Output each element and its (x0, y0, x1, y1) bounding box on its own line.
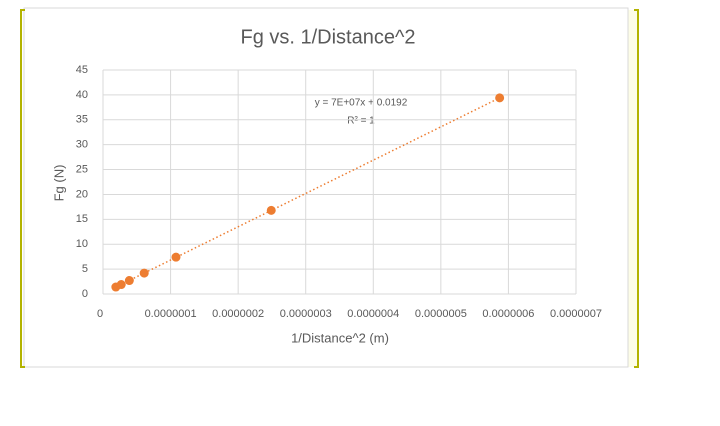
y-tick-label: 15 (76, 213, 88, 225)
x-axis-label: 1/Distance^2 (m) (291, 330, 389, 345)
y-axis-label: Fg (N) (51, 165, 66, 202)
x-tick-label: 0.0000003 (280, 308, 332, 320)
x-tick-label: 0.0000004 (347, 308, 399, 320)
x-tick-label: 0 (97, 308, 103, 320)
y-tick-label: 40 (76, 89, 88, 101)
x-tick-label: 0.0000005 (415, 308, 467, 320)
y-tick-label: 20 (76, 188, 88, 200)
trendline-equation: y = 7E+07x + 0.0192 (315, 98, 408, 109)
data-point (139, 268, 149, 278)
y-tick-label: 25 (76, 163, 88, 175)
y-tick-label: 0 (82, 288, 88, 300)
chart-title: Fg vs. 1/Distance^2 (240, 26, 415, 48)
r-squared: R² = 1 (347, 116, 375, 127)
data-point (171, 252, 181, 262)
x-tick-label: 0.0000002 (212, 308, 264, 320)
y-tick-label: 30 (76, 139, 88, 151)
y-tick-label: 5 (82, 263, 88, 275)
data-point (116, 280, 126, 290)
chart-area (23, 7, 629, 368)
data-point (266, 205, 276, 215)
x-tick-label: 0.0000006 (482, 308, 534, 320)
y-tick-label: 35 (76, 114, 88, 126)
x-tick-label: 0.0000007 (550, 308, 602, 320)
right-bracket (634, 9, 639, 368)
y-tick-label: 10 (76, 238, 88, 250)
x-tick-label: 0.0000001 (145, 308, 197, 320)
data-point (495, 93, 505, 103)
side-panel (628, 10, 638, 367)
data-point (124, 276, 134, 286)
y-tick-label: 45 (76, 64, 88, 76)
trendline (115, 97, 500, 288)
left-bracket (20, 9, 25, 368)
